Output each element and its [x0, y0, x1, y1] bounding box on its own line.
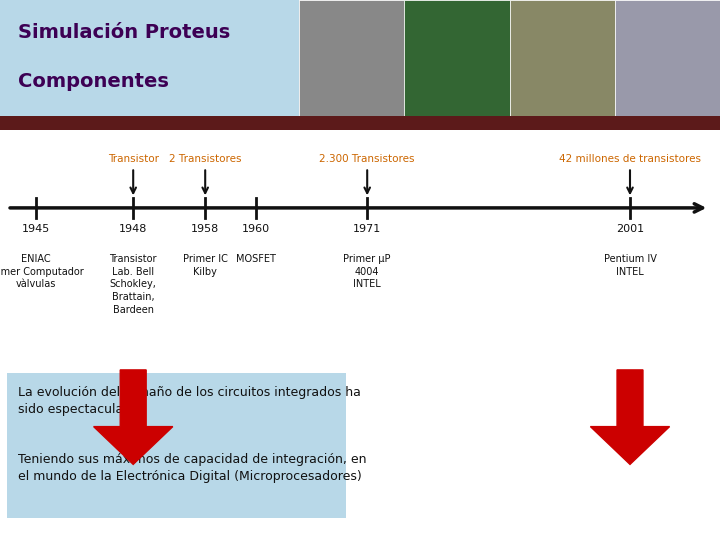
Text: Transistor: Transistor	[108, 153, 158, 164]
Text: Simulación Proteus: Simulación Proteus	[18, 23, 230, 42]
Text: MOSFET: MOSFET	[235, 254, 276, 264]
FancyBboxPatch shape	[0, 116, 720, 130]
FancyBboxPatch shape	[510, 0, 615, 116]
FancyBboxPatch shape	[7, 373, 346, 518]
FancyBboxPatch shape	[615, 0, 720, 116]
Text: 2 Transistores: 2 Transistores	[169, 153, 241, 164]
Text: 1948: 1948	[119, 224, 148, 234]
Text: Pentium IV
INTEL: Pentium IV INTEL	[603, 254, 657, 276]
Text: 2001: 2001	[616, 224, 644, 234]
Text: Teniendo sus máximos de capacidad de integración, en
el mundo de la Electrónica : Teniendo sus máximos de capacidad de int…	[18, 453, 366, 483]
FancyBboxPatch shape	[405, 0, 510, 116]
Text: Componentes: Componentes	[18, 72, 169, 91]
Polygon shape	[94, 370, 173, 464]
Text: ENIAC
Primer Computador
vàlvulas: ENIAC Primer Computador vàlvulas	[0, 254, 84, 289]
Text: 1960: 1960	[241, 224, 270, 234]
Polygon shape	[590, 370, 670, 464]
Text: Primer μP
4004
INTEL: Primer μP 4004 INTEL	[343, 254, 391, 289]
Text: 1958: 1958	[191, 224, 220, 234]
FancyBboxPatch shape	[299, 0, 405, 116]
Text: Transistor
Lab. Bell
Schokley,
Brattain,
Bardeen: Transistor Lab. Bell Schokley, Brattain,…	[109, 254, 157, 315]
Text: La evolución del tamaño de los circuitos integrados ha
sido espectacular.: La evolución del tamaño de los circuitos…	[18, 386, 361, 416]
Text: 1945: 1945	[22, 224, 50, 234]
Text: 42 millones de transistores: 42 millones de transistores	[559, 153, 701, 164]
FancyBboxPatch shape	[0, 0, 299, 116]
Text: 2.300 Transistores: 2.300 Transistores	[320, 153, 415, 164]
Text: 1971: 1971	[353, 224, 382, 234]
Text: Primer IC
Kilby: Primer IC Kilby	[183, 254, 228, 276]
